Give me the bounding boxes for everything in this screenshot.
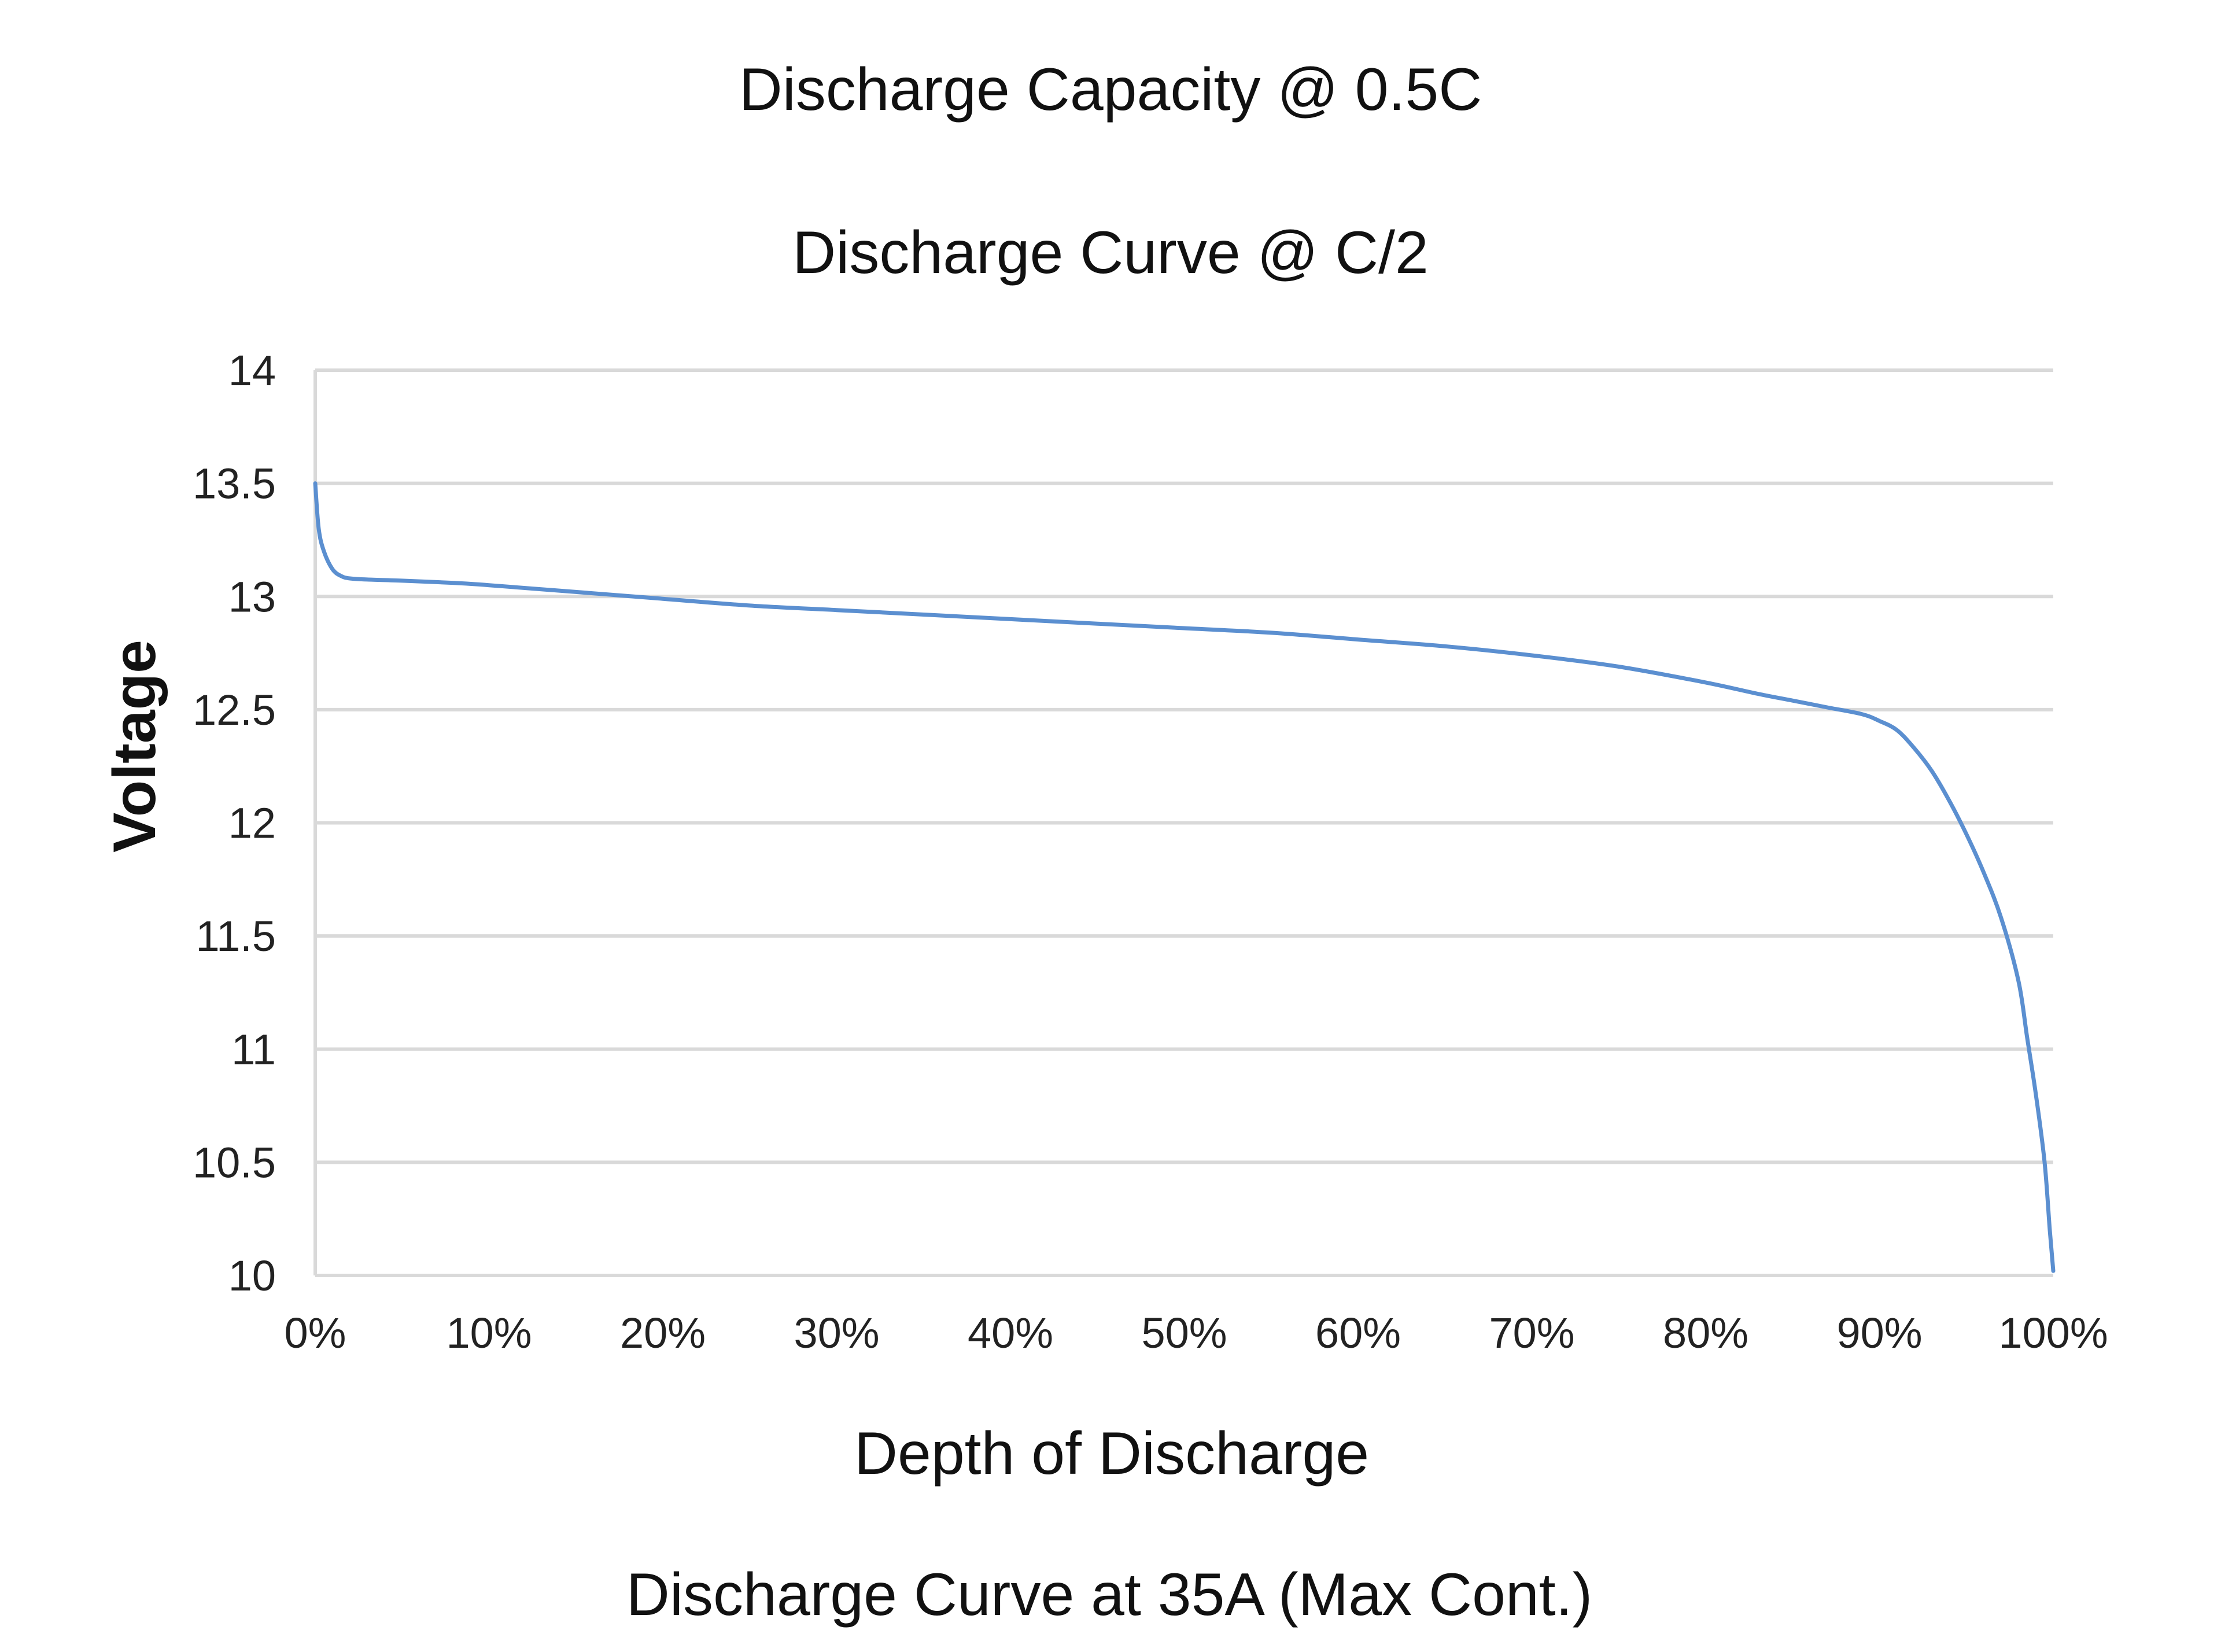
x-tick-label: 80% <box>1663 1309 1748 1357</box>
y-tick-label: 13.5 <box>193 460 276 508</box>
x-tick-label: 20% <box>620 1309 706 1357</box>
y-tick-label: 14 <box>228 346 276 394</box>
y-tick-label: 11.5 <box>195 912 276 960</box>
x-axis-title: Depth of Discharge <box>854 1420 1369 1487</box>
y-tick-label: 10.5 <box>193 1138 276 1186</box>
x-tick-label: 90% <box>1836 1309 1922 1357</box>
x-tick-label: 60% <box>1315 1309 1401 1357</box>
y-tick-label: 12 <box>228 799 276 847</box>
grid-lines <box>313 368 2053 1277</box>
y-tick-label: 12.5 <box>193 686 276 734</box>
series-layer <box>313 481 2056 1273</box>
x-tick-label: 0% <box>285 1309 346 1357</box>
chart-caption: Discharge Curve at 35A (Max Cont.) <box>626 1561 1592 1628</box>
series-line-voltage <box>313 481 2056 1273</box>
y-tick-label: 11 <box>231 1026 276 1074</box>
x-tick-label: 100% <box>1998 1309 2108 1357</box>
chart-title: Discharge Capacity @ 0.5C <box>739 56 1482 123</box>
x-tick-labels: 0% 10% 20% 30% 40% 50% 60% 70% 80% 90% 100% <box>285 1309 2108 1357</box>
y-tick-label: 13 <box>228 573 276 621</box>
y-tick-labels: 10 10.5 11 11.5 12 12.5 13 13.5 14 <box>193 346 276 1300</box>
x-tick-label: 50% <box>1141 1309 1227 1357</box>
y-tick-label: 10 <box>228 1252 276 1300</box>
y-axis-title: Voltage <box>101 640 168 853</box>
x-tick-label: 40% <box>968 1309 1053 1357</box>
chart-subtitle: Discharge Curve @ C/2 <box>792 219 1429 286</box>
x-tick-label: 30% <box>794 1309 879 1357</box>
x-tick-label: 70% <box>1489 1309 1574 1357</box>
x-tick-label: 10% <box>446 1309 532 1357</box>
